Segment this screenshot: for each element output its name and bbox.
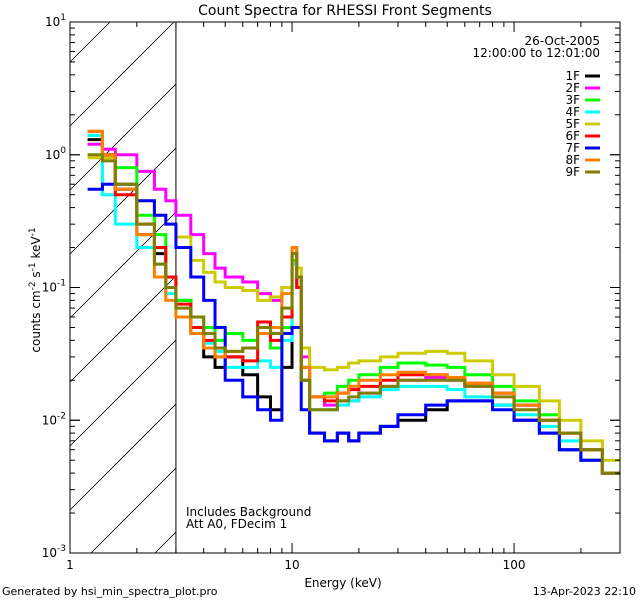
legend-label-3F: 3F xyxy=(565,93,580,107)
legend-label-7F: 7F xyxy=(565,141,580,155)
legend-date: 26-Oct-2005 xyxy=(524,34,600,48)
hatch-line xyxy=(69,147,177,255)
legend-label-2F: 2F xyxy=(565,81,580,95)
hatch-line xyxy=(69,403,177,511)
legend-label-5F: 5F xyxy=(565,117,580,131)
hatch-line xyxy=(69,83,177,191)
y-tick-label: 10-2 xyxy=(42,411,66,427)
legend-label-4F: 4F xyxy=(565,105,580,119)
svg-text:counts cm-2 s-1 keV-1: counts cm-2 s-1 keV-1 xyxy=(28,227,43,352)
x-tick-label: 100 xyxy=(503,558,526,572)
legend-label-1F: 1F xyxy=(565,69,580,83)
annotation-background: Includes Background xyxy=(186,505,311,519)
hatch-line xyxy=(69,275,177,383)
plot-frame xyxy=(69,21,621,554)
legend-label-9F: 9F xyxy=(565,165,580,179)
y-tick-label: 10-1 xyxy=(42,279,66,295)
x-axis-label: Energy (keV) xyxy=(304,576,381,590)
chart-title: Count Spectra for RHESSI Front Segments xyxy=(198,3,492,19)
hatch-line xyxy=(69,21,111,63)
footer-timestamp: 13-Apr-2023 22:10 xyxy=(533,585,636,598)
x-tick-label: 1 xyxy=(66,558,74,572)
hatch-line xyxy=(90,467,177,554)
annotation-attenuator: Att A0, FDecim 1 xyxy=(186,517,287,531)
hatch-line xyxy=(69,211,177,319)
y-axis-label: counts cm-2 s-1 keV-1 xyxy=(28,227,43,352)
legend-label-8F: 8F xyxy=(565,153,580,167)
footer-generated-by: Generated by hsi_min_spectra_plot.pro xyxy=(2,585,218,598)
hatch-line xyxy=(154,531,177,554)
x-tick-label: 10 xyxy=(284,558,299,572)
series-line-9F xyxy=(87,153,620,475)
hatch-line xyxy=(69,339,177,447)
excluded-energy-hatch xyxy=(69,21,177,554)
hatch-line xyxy=(69,21,175,127)
legend-label-6F: 6F xyxy=(565,129,580,143)
series-line-7F xyxy=(87,182,620,475)
legend-time-range: 12:00:00 to 12:01:00 xyxy=(473,46,600,60)
y-tick-label: 101 xyxy=(45,13,66,29)
y-tick-label: 10-3 xyxy=(42,544,66,560)
y-tick-label: 100 xyxy=(45,146,66,162)
